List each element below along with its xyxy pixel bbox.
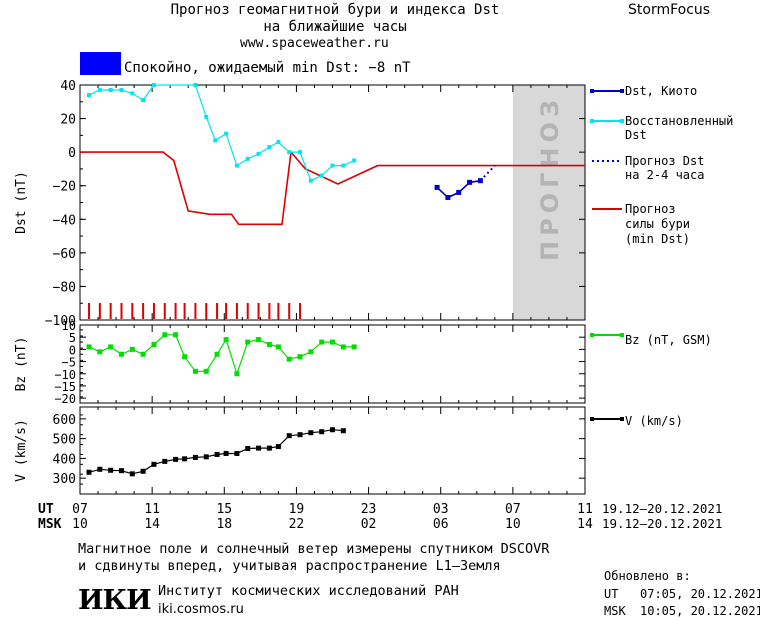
legend-storm-2: силы бури [625, 217, 690, 231]
institute-site[interactable]: iki.cosmos.ru [158, 602, 244, 617]
legend-restored-2: Dst [625, 128, 647, 142]
brand-name: StormFocus [628, 2, 711, 18]
updated-label: Обновлено в: [604, 569, 691, 583]
ut-date-range: 19.12–20.12.2021 [602, 501, 722, 516]
msk-label: MSK [38, 517, 62, 532]
panel-frame [79, 84, 586, 321]
y-tick-label: −10 [54, 368, 76, 382]
legend-restored-1: Восстановленный [625, 114, 733, 128]
ut-tick-label: 07 [72, 502, 88, 517]
site-url: www.spaceweather.ru [240, 36, 389, 51]
msk-tick-label: 22 [289, 517, 305, 532]
y-axis-label: Dst (nT) [14, 171, 29, 234]
iki-logo: ИКИ [78, 585, 152, 616]
y-axis-label: Bz (nT) [14, 337, 29, 392]
y-tick-label: 500 [53, 433, 76, 448]
solar-wind-speed-line [88, 429, 344, 475]
y-tick-label: −60 [53, 247, 76, 262]
storm-forecast-line [80, 150, 585, 226]
restored-dst-line [88, 84, 355, 182]
ut-tick-label: 23 [361, 502, 377, 517]
title-line-2: на ближайшие часы [263, 19, 407, 35]
msk-tick-label: 02 [361, 517, 377, 532]
ut-tick-label: 03 [433, 502, 449, 517]
footer-line-1: Магнитное поле и солнечный ветер измерен… [78, 541, 550, 557]
ut-label: UT [38, 502, 54, 517]
forecast-band [512, 85, 585, 320]
forecast-band-label: ПРОГНОЗ [536, 95, 564, 261]
msk-tick-label: 14 [577, 517, 593, 532]
institute-name: Институт космических исследований РАН [158, 583, 459, 599]
y-tick-label: −100 [45, 314, 76, 329]
updated-ut-label: UT [604, 587, 619, 601]
panel-frame [79, 324, 586, 404]
y-tick-label: 600 [53, 413, 76, 428]
legend-storm-3: (min Dst) [625, 232, 690, 246]
bz-point [351, 344, 357, 350]
title-line-1: Прогноз геомагнитной бури и индекса Dst [170, 2, 500, 18]
legend-bz: Bz (nT, GSM) [625, 333, 712, 347]
panel-frame [79, 406, 586, 495]
y-tick-label: 0 [68, 146, 76, 161]
v-legend-marker [620, 417, 624, 421]
msk-date-range: 19.12–20.12.2021 [602, 516, 722, 531]
legend-dst-kyoto: Dst, Киото [625, 84, 697, 98]
legend-storm-1: Прогноз [625, 202, 676, 216]
status-swatch [80, 52, 121, 75]
dst-kyoto-legend-marker [590, 89, 594, 93]
legend-dst-forecast-2: на 2-4 часа [625, 168, 704, 182]
ut-tick-label: 11 [577, 502, 593, 517]
dst-kyoto-line [436, 179, 481, 199]
msk-tick-label: 10 [505, 517, 521, 532]
y-tick-label: 5 [69, 331, 76, 345]
restored-legend-marker [590, 119, 594, 123]
msk-tick-label: 06 [433, 517, 449, 532]
footer-line-2: и сдвинуты вперед, учитывая распростране… [78, 558, 501, 574]
msk-tick-label: 14 [144, 517, 160, 532]
legend-dst-forecast-1: Прогноз Dst [625, 154, 704, 168]
y-tick-label: −5 [62, 356, 76, 370]
bz-line [88, 334, 355, 376]
y-axis-label: V (km/s) [14, 419, 29, 482]
chart-title: Прогноз геомагнитной бури и индекса Dst … [135, 2, 535, 36]
ut-tick-label: 11 [144, 502, 160, 517]
ut-tick-label: 15 [216, 502, 232, 517]
y-tick-label: −20 [53, 180, 76, 195]
y-tick-label: 300 [53, 472, 76, 487]
restored-legend-marker [620, 119, 624, 123]
updated-ut: 07:05, 20.12.2021 [640, 587, 760, 601]
status-text: Спокойно, ожидаемый min Dst: −8 nT [124, 60, 411, 76]
bz-legend-marker [620, 333, 624, 337]
ut-tick-label: 19 [289, 502, 305, 517]
msk-tick-label: 10 [72, 517, 88, 532]
restored-dst-point [352, 158, 357, 163]
v-legend-marker [590, 417, 594, 421]
y-tick-label: 20 [60, 113, 76, 128]
updated-msk: 10:05, 20.12.2021 [640, 604, 760, 618]
solar-wind-speed-point [340, 428, 346, 434]
legend-v: V (km/s) [625, 414, 683, 428]
y-tick-label: 10 [62, 319, 76, 333]
updated-msk-label: MSK [604, 604, 626, 618]
bz-legend-marker [590, 333, 594, 337]
ut-tick-label: 07 [505, 502, 521, 517]
dst-forecast-line [479, 164, 496, 182]
y-tick-label: 400 [53, 452, 76, 467]
dst-kyoto-legend-marker [620, 89, 624, 93]
y-tick-label: 0 [69, 343, 76, 357]
y-tick-label: −80 [53, 280, 76, 295]
y-tick-label: 40 [60, 79, 76, 94]
y-tick-label: −20 [54, 392, 76, 406]
msk-tick-label: 18 [216, 517, 232, 532]
y-tick-label: −40 [53, 213, 76, 228]
y-tick-label: −15 [54, 380, 76, 394]
